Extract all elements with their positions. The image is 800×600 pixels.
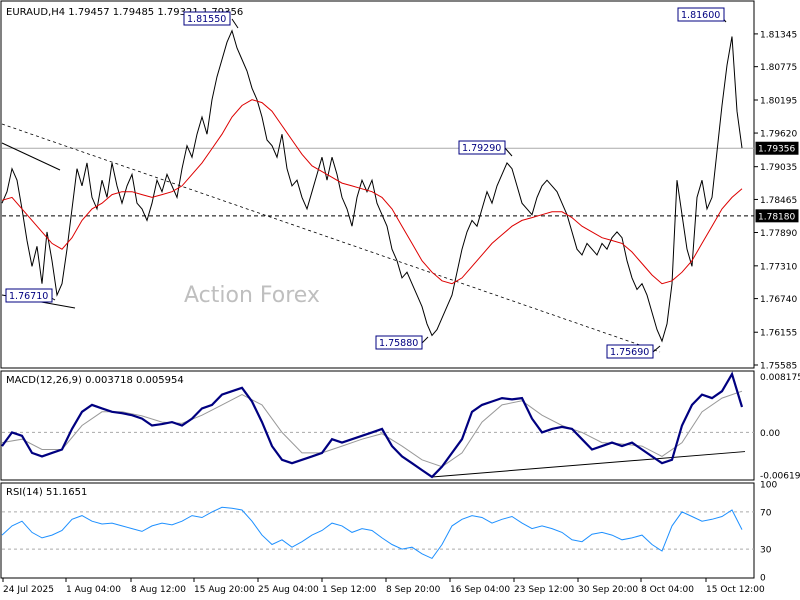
macd-y-tick-label: 0.00 <box>760 429 780 439</box>
reference-level-label-box <box>755 209 799 223</box>
macd-y-tick-label: -0.006199 <box>760 471 800 481</box>
rsi-y-tick-label: 70 <box>760 508 772 518</box>
price-y-tick-label: 1.76740 <box>760 295 797 305</box>
price-y-tick-label: 1.77890 <box>760 229 797 239</box>
callout-label: 1.79290 <box>462 143 501 154</box>
rsi-line <box>1 506 743 560</box>
macd-panel-frame <box>0 370 755 481</box>
callout-leader <box>421 336 429 344</box>
price-y-tick-label: 1.80775 <box>760 63 797 73</box>
callout-label: 1.76710 <box>9 291 48 302</box>
reference-level-label: 1.78180 <box>758 212 795 222</box>
upper-left-trendline <box>1 142 61 171</box>
x-axis-tick-label: 23 Sep 12:00 <box>514 585 574 595</box>
callout-box <box>183 11 231 26</box>
x-axis-tick-label: 8 Sep 20:00 <box>386 585 441 595</box>
x-axis-tick-label: 15 Aug 20:00 <box>194 585 255 595</box>
x-axis-tick-label: 15 Oct 12:00 <box>706 585 765 595</box>
rsi-y-tick-label: 0 <box>760 574 766 584</box>
callout-box <box>606 344 654 359</box>
callout-leader <box>652 345 661 353</box>
callout-leader <box>231 18 239 29</box>
price-header: EURAUD,H4 1.79457 1.79485 1.79321 1.7935… <box>6 7 243 18</box>
price-panel-frame <box>0 0 755 369</box>
watermark: Action Forex <box>184 283 320 308</box>
x-axis-tick-label: 16 Sep 04:00 <box>450 585 510 595</box>
x-axis-tick-label: 8 Aug 12:00 <box>131 585 186 595</box>
price-y-tick-label: 1.79035 <box>760 163 797 173</box>
macd-y-tick-label: 0.008175 <box>760 373 800 383</box>
macd-header: MACD(12,26,9) 0.003718 0.005954 <box>6 375 184 386</box>
labels-layer: 1.81345 1.80775 1.80195 1.79620 1.79035 1.784… <box>3 7 800 595</box>
macd-line <box>1 371 744 479</box>
series-layer <box>1 29 744 560</box>
price-line <box>1 29 743 343</box>
price-y-tick-label: 1.81345 <box>760 30 797 40</box>
price-y-tick-label: 1.80195 <box>760 97 797 107</box>
rsi-header: RSI(14) 51.1651 <box>6 487 87 498</box>
callout-leader <box>504 147 513 157</box>
callout-label: 1.75880 <box>379 338 418 349</box>
callout-box <box>458 140 506 155</box>
current-price-label: 1.79356 <box>758 145 795 155</box>
callout-box <box>5 288 53 303</box>
price-y-tick-label: 1.75585 <box>760 361 797 371</box>
price-y-tick-label: 1.76155 <box>760 329 797 339</box>
current-price-label-box <box>755 141 799 155</box>
grid-layer <box>1 33 758 582</box>
x-axis-tick-label: 30 Sep 20:00 <box>578 585 638 595</box>
macd-signal-line <box>1 390 743 468</box>
x-axis-tick-label: 25 Aug 04:00 <box>258 585 319 595</box>
price-y-tick-label: 1.77310 <box>760 262 797 272</box>
rsi-panel-frame <box>0 482 755 579</box>
callout-box <box>375 335 423 350</box>
x-axis-tick-label: 1 Sep 12:00 <box>322 585 377 595</box>
callout-box <box>677 7 725 22</box>
price-y-tick-label: 1.79620 <box>760 130 797 140</box>
dotted-trendline <box>1 123 661 353</box>
price-y-tick-label: 1.78465 <box>760 196 797 206</box>
callout-label: 1.81600 <box>681 10 720 21</box>
macd-trendline <box>431 451 746 478</box>
rsi-y-tick-label: 30 <box>760 546 772 556</box>
callout-label: 1.81550 <box>187 14 226 25</box>
callout-label: 1.75690 <box>610 347 649 358</box>
x-axis-tick-label: 24 Jul 2025 <box>3 585 54 595</box>
rsi-y-tick-label: 100 <box>760 481 777 491</box>
x-axis-tick-label: 8 Oct 04:00 <box>641 585 694 595</box>
x-axis-tick-label: 1 Aug 04:00 <box>66 585 121 595</box>
moving-average-line <box>1 99 743 285</box>
